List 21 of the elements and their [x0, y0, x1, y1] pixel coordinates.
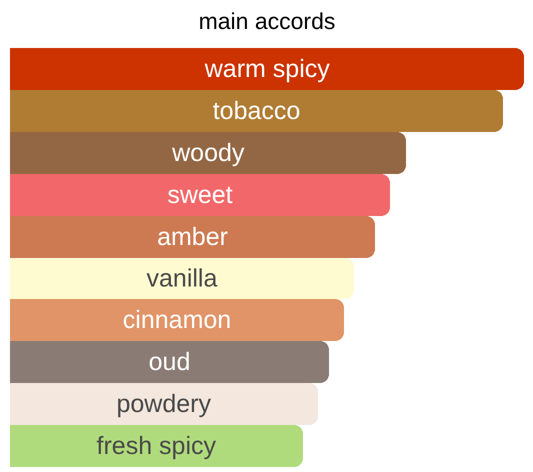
- y-tick-label: warm spicy: [204, 55, 330, 83]
- bar: [10, 341, 329, 383]
- bar: [10, 216, 375, 258]
- bar: [10, 174, 390, 216]
- bar: [10, 258, 354, 299]
- y-tick-label: sweet: [167, 181, 233, 209]
- bar: [10, 383, 318, 425]
- bar: [10, 132, 406, 174]
- y-tick-label: oud: [148, 348, 190, 376]
- y-tick-label: powdery: [116, 390, 212, 418]
- y-tick-label: woody: [171, 139, 245, 167]
- y-tick-label: vanilla: [146, 264, 218, 292]
- y-tick-label: cinnamon: [122, 306, 232, 334]
- bar: [10, 299, 344, 341]
- y-tick-label: tobacco: [212, 97, 300, 125]
- bar: [10, 90, 503, 132]
- chart-title: main accords: [198, 8, 336, 34]
- bar: [10, 425, 303, 467]
- bar: [10, 48, 524, 90]
- y-tick-label: amber: [157, 223, 228, 251]
- y-tick-label: fresh spicy: [96, 432, 216, 460]
